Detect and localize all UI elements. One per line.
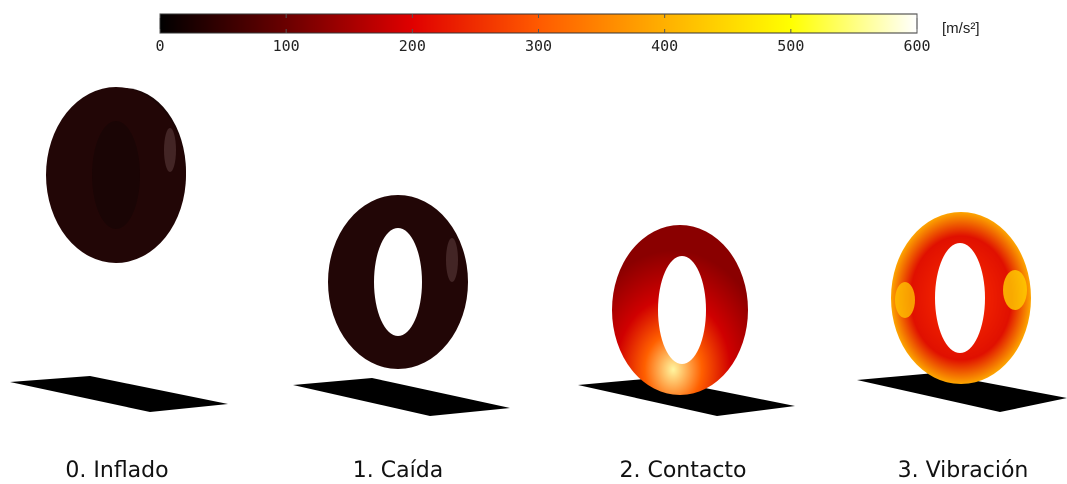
colorbar-unit: [m/s²] bbox=[942, 20, 980, 37]
tick-label: 200 bbox=[399, 37, 426, 55]
tick-label: 400 bbox=[651, 37, 678, 55]
panel-label: 3. Vibración bbox=[898, 458, 1029, 483]
panel-label: 1. Caída bbox=[353, 458, 443, 483]
panel-label: 2. Contacto bbox=[619, 458, 746, 483]
tire bbox=[293, 195, 510, 416]
tick-label: 100 bbox=[273, 37, 300, 55]
tick-label: 500 bbox=[777, 37, 804, 55]
tire bbox=[857, 212, 1067, 412]
tick-label: 300 bbox=[525, 37, 552, 55]
tick-label: 0 bbox=[155, 37, 164, 55]
tick-label: 600 bbox=[903, 37, 930, 55]
panel-label: 0. Inflado bbox=[65, 458, 168, 483]
tire bbox=[578, 225, 795, 416]
tire bbox=[10, 87, 228, 412]
